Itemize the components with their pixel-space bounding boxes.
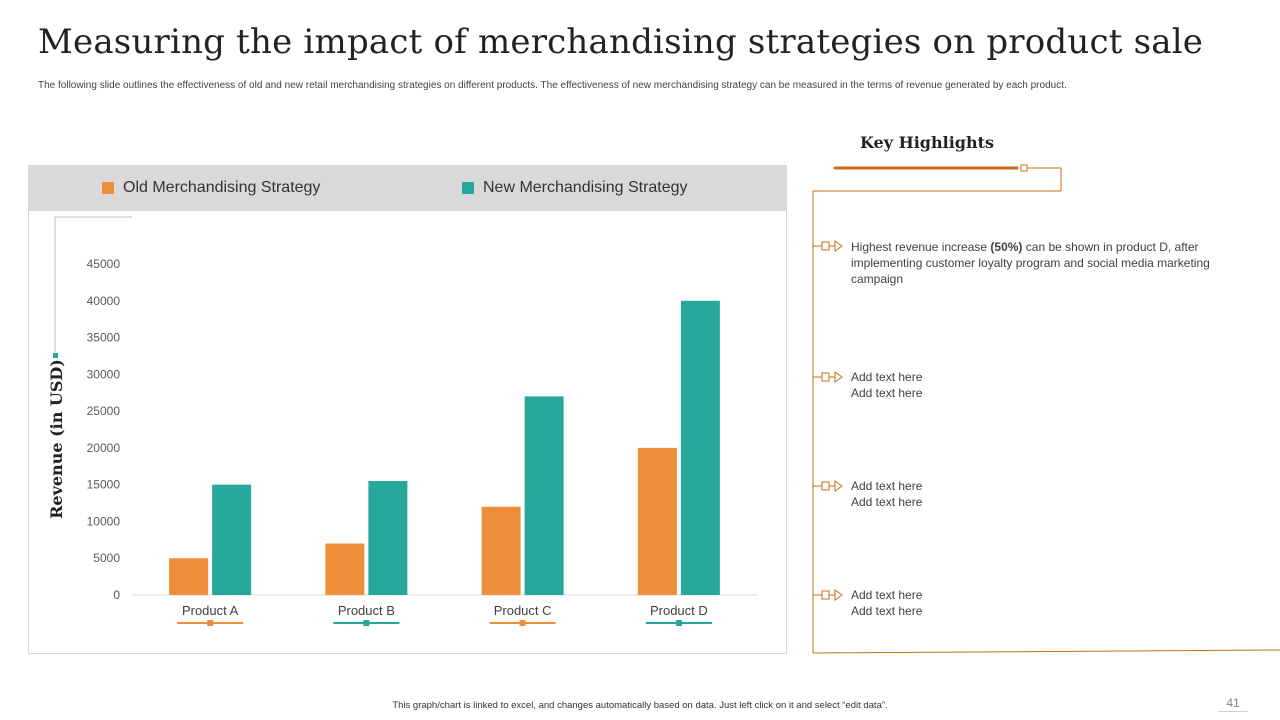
page-title: Measuring the impact of merchandising st…	[38, 22, 1204, 62]
underline-end-marker	[1020, 164, 1028, 172]
bar-old-product-c	[481, 506, 521, 595]
bar-old-product-a	[169, 558, 209, 595]
highlight-item-2[interactable]: Add text here Add text here	[851, 369, 1241, 401]
highlight-line: Add text here	[851, 495, 923, 509]
legend-label-new: New Merchandising Strategy	[483, 179, 688, 196]
highlight-item-3[interactable]: Add text here Add text here	[851, 478, 1241, 510]
highlight-line: Add text here	[851, 370, 923, 384]
highlight-line: Add text here	[851, 386, 923, 400]
highlight-line: Add text here	[851, 588, 923, 602]
legend-swatch-new	[462, 182, 474, 194]
y-tick-label: 0	[113, 588, 120, 602]
category-underline-marker	[519, 620, 526, 626]
y-tick-label: 15000	[87, 478, 121, 492]
legend-item-new: New Merchandising Strategy	[462, 179, 688, 197]
legend-item-old: Old Merchandising Strategy	[102, 179, 320, 197]
bar-new-product-a	[212, 484, 252, 595]
highlight-text-bold: (50%)	[990, 240, 1023, 254]
key-highlights-title: Key Highlights	[860, 133, 994, 152]
x-category-label: Product A	[182, 603, 239, 618]
bar-new-product-c	[524, 396, 564, 595]
category-underline-marker	[675, 620, 682, 626]
bar-old-product-b	[325, 543, 365, 595]
chart-legend: Old Merchandising Strategy New Merchandi…	[29, 166, 786, 211]
highlight-text-pre: Highest revenue increase	[851, 240, 991, 254]
bullet-icon	[813, 480, 843, 492]
highlight-item-4[interactable]: Add text here Add text here	[851, 587, 1241, 619]
bullet-icon	[813, 240, 843, 252]
footer-note: This graph/chart is linked to excel, and…	[392, 700, 888, 711]
y-tick-label: 45000	[87, 257, 121, 271]
bar-new-product-b	[368, 480, 408, 595]
category-underline-marker	[207, 620, 214, 626]
x-category-label: Product B	[338, 603, 395, 618]
page-subtitle: The following slide outlines the effecti…	[38, 80, 1067, 91]
bar-old-product-d	[637, 447, 677, 595]
legend-label-old: Old Merchandising Strategy	[123, 179, 321, 196]
frame-line-bottom	[812, 649, 1280, 654]
y-tick-label: 30000	[87, 367, 121, 381]
y-axis-label: Revenue (in USD)	[47, 359, 66, 519]
highlight-line: Add text here	[851, 479, 923, 493]
page-number: 41	[1218, 696, 1248, 712]
x-category-label: Product C	[494, 603, 552, 618]
chart-container[interactable]: Old Merchandising Strategy New Merchandi…	[28, 165, 787, 654]
y-tick-label: 25000	[87, 404, 121, 418]
y-tick-label: 40000	[87, 294, 121, 308]
y-tick-label: 20000	[87, 441, 121, 455]
y-tick-label: 10000	[87, 514, 121, 528]
bullet-icon	[813, 371, 843, 383]
bar-new-product-d	[680, 300, 720, 595]
legend-swatch-old	[102, 182, 114, 194]
highlight-line: Add text here	[851, 604, 923, 618]
highlight-text-post: can be shown in product D, after impleme…	[851, 240, 1210, 286]
bar-chart: 0 5000 10000 15000 20000 25000 30000 35000 40000…	[47, 216, 757, 626]
y-tick-label: 5000	[93, 551, 120, 565]
y-tick-label: 35000	[87, 331, 121, 345]
x-category-label: Product D	[650, 603, 708, 618]
category-underline-marker	[363, 620, 370, 626]
bullet-icon	[813, 589, 843, 601]
highlight-item-1[interactable]: Highest revenue increase (50%) can be sh…	[851, 239, 1241, 287]
axis-bracket-marker	[53, 353, 58, 358]
